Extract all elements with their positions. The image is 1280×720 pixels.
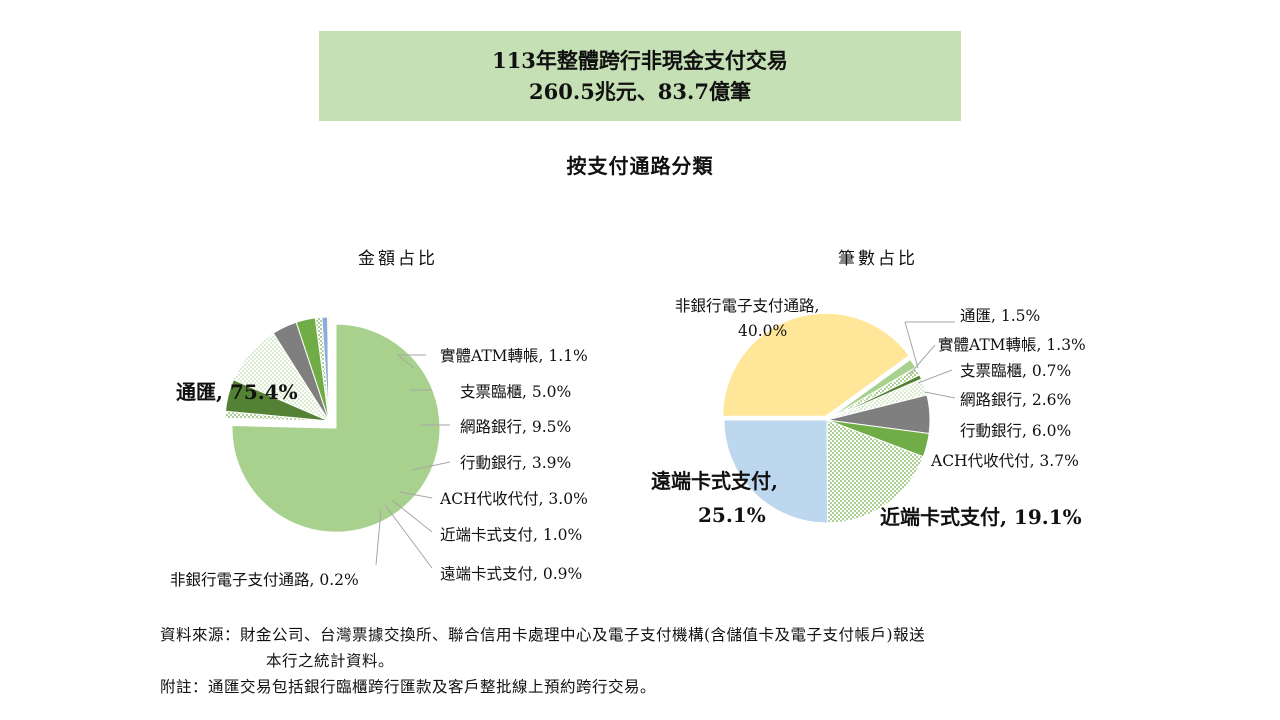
leader-line	[375, 509, 382, 566]
leader-line	[397, 354, 415, 369]
data-labels: 通匯, 75.4% 實體ATM轉帳, 1.1% 支票臨櫃, 5.0% 網路銀行, 9.…	[170, 297, 1086, 589]
count-data-label: 非銀行電子支付通路,	[675, 297, 819, 315]
leader-line	[399, 491, 433, 499]
count-data-label: 近端卡式支付, 19.1%	[880, 505, 1082, 529]
count-chart-title: 筆數占比	[838, 249, 918, 269]
count-pie	[722, 312, 931, 524]
amount-data-label: 近端卡式支付, 1.0%	[440, 526, 582, 544]
count-slice	[722, 312, 910, 417]
count-data-label: 通匯, 1.5%	[960, 307, 1040, 325]
count-data-label: 網路銀行, 2.6%	[960, 391, 1071, 409]
amount-pie	[224, 316, 441, 533]
page-title-totals: 260.5兆元、83.7億筆	[529, 79, 751, 104]
amount-chart-title: 金額占比	[358, 249, 438, 269]
count-data-label: 實體ATM轉帳, 1.3%	[938, 335, 1086, 354]
leader-line	[924, 391, 956, 399]
leader-line	[917, 369, 953, 384]
leader-line	[904, 321, 919, 369]
footnotes: 資料來源：財金公司、台灣票據交換所、聯合信用卡處理中心及電子支付機構(含儲值卡及…	[160, 622, 925, 700]
amount-data-label: 實體ATM轉帳, 1.1%	[440, 346, 588, 365]
source-note-cont: 本行之統計資料。	[266, 652, 395, 670]
amount-slice	[327, 316, 330, 422]
amount-slice	[231, 323, 441, 533]
page-subtitle: 按支付通路分類	[566, 154, 714, 178]
leader-lines	[375, 321, 956, 569]
amount-data-label: 網路銀行, 9.5%	[460, 418, 571, 436]
leader-line	[384, 504, 433, 569]
count-data-label: 25.1%	[698, 503, 766, 527]
leader-line	[391, 499, 433, 533]
amount-data-label: 支票臨櫃, 5.0%	[460, 383, 571, 401]
amount-data-label: 遠端卡式支付, 0.9%	[440, 565, 582, 583]
page-title: 113年整體跨行非現金支付交易	[492, 48, 788, 73]
amount-data-label: ACH代收代付, 3.0%	[439, 490, 588, 508]
count-data-label: 遠端卡式支付,	[651, 469, 778, 493]
amount-data-label: 行動銀行, 3.9%	[460, 454, 571, 472]
count-data-label: ACH代收代付, 3.7%	[930, 452, 1079, 470]
footnote: 附註：通匯交易包括銀行臨櫃跨行匯款及客戶整批線上預約跨行交易。	[160, 678, 657, 696]
count-data-label: 行動銀行, 6.0%	[960, 422, 1071, 440]
title-banner: 113年整體跨行非現金支付交易 260.5兆元、83.7億筆	[319, 31, 961, 121]
count-data-label: 40.0%	[738, 322, 787, 340]
source-note: 資料來源：財金公司、台灣票據交換所、聯合信用卡處理中心及電子支付機構(含儲值卡及…	[160, 626, 926, 644]
leader-line	[411, 461, 451, 471]
amount-data-label: 通匯, 75.4%	[176, 380, 298, 404]
leader-line	[909, 344, 936, 375]
count-slice	[826, 419, 924, 524]
count-data-label: 支票臨櫃, 0.7%	[960, 362, 1071, 380]
count-slice	[723, 419, 829, 524]
amount-data-label: 非銀行電子支付通路, 0.2%	[170, 571, 359, 589]
